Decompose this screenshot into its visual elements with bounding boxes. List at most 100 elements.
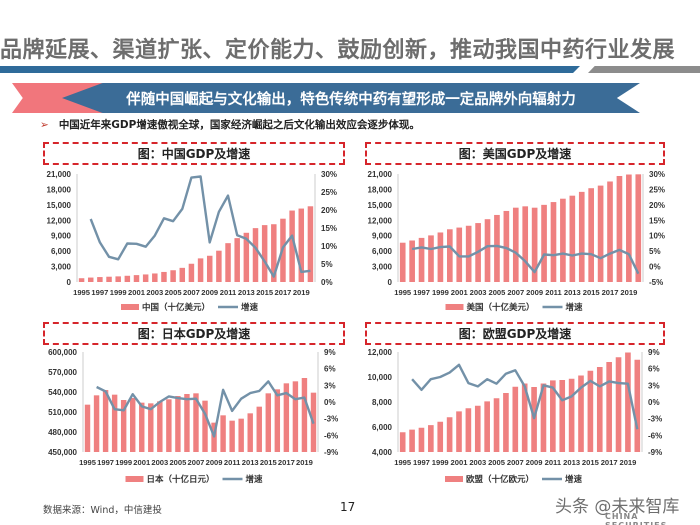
bar-1999 (437, 421, 444, 452)
x-tick-label: 2015 (582, 458, 600, 467)
chart-china-gdp: 0 3,000 6,000 9,000 12,000 15,000 18,000 21,000… (47, 170, 337, 312)
x-tick-label: 2001 (128, 288, 146, 297)
y2-tick-label: 20% (321, 206, 337, 215)
y2-tick-label: -3% (324, 415, 338, 424)
bar-2019 (298, 208, 305, 282)
y-tick-label: 6,000 (51, 247, 72, 256)
x-tick-label: 2015 (256, 288, 274, 297)
y-tick-label: 15,000 (368, 201, 393, 210)
bar-2008 (197, 258, 204, 282)
legend-bar-swatch (121, 304, 139, 310)
bar-2007 (512, 207, 519, 282)
bar-2005 (175, 396, 181, 452)
page-number: 17 (340, 500, 356, 514)
bar-2005 (494, 214, 500, 282)
legend-line-label: 增速 (246, 474, 264, 484)
x-tick-label: 2007 (507, 458, 524, 467)
title-underline-blue (0, 66, 580, 73)
bar-2019 (625, 352, 631, 452)
growth-line (411, 363, 639, 430)
x-tick-label: 2001 (451, 288, 469, 297)
y2-tick-label: 9% (324, 348, 336, 357)
x-tick-label: 2007 (188, 458, 205, 467)
bar-2012 (238, 418, 244, 452)
bar-2000 (446, 417, 453, 452)
bar-2019 (301, 378, 308, 452)
bar-2002 (465, 408, 472, 452)
y-tick-label: 450,000 (48, 448, 77, 457)
x-tick-label: 2011 (220, 288, 237, 297)
y2-tick-label: 3% (648, 381, 660, 390)
bullet-text: 中国近年来GDP增速傲视全球，国家经济崛起之后文化输出效应会逐步体现。 (58, 119, 420, 131)
x-tick-label: 2003 (470, 288, 487, 297)
y-tick-label: 12,000 (47, 216, 72, 225)
x-tick-label: 1995 (79, 458, 97, 467)
bar-2006 (503, 393, 509, 452)
x-tick-label: 2013 (238, 288, 255, 297)
bar-2017 (283, 383, 290, 452)
y2-tick-label: -9% (648, 448, 662, 457)
x-tick-label: 2007 (183, 288, 200, 297)
chart-title-eu: 图：欧盟GDP及增速 (365, 322, 665, 345)
bar-2003 (152, 273, 158, 282)
y-tick-label: 6,000 (372, 423, 393, 432)
x-tick-label: 2009 (201, 288, 218, 297)
bar-1995 (78, 278, 85, 282)
y-tick-label: 600,000 (48, 348, 77, 357)
bar-2018 (615, 357, 622, 452)
x-tick-label: 2005 (169, 458, 187, 467)
legend-line-label: 增速 (566, 302, 584, 312)
bar-1996 (93, 395, 100, 452)
bar-2011 (229, 420, 235, 452)
bar-2002 (142, 274, 149, 282)
bar-2008 (522, 206, 529, 282)
bar-2010 (540, 383, 547, 452)
bar-2007 (193, 393, 199, 452)
y-tick-label: 480,000 (48, 428, 77, 437)
bar-1997 (418, 427, 425, 452)
bar-2012 (560, 198, 566, 282)
bar-2018 (289, 210, 295, 282)
bar-2020 (634, 359, 641, 452)
bar-2017 (607, 181, 613, 282)
bar-2007 (188, 263, 195, 282)
bar-2006 (503, 210, 510, 282)
bar-2004 (484, 219, 491, 282)
bar-2015 (588, 188, 594, 282)
chart-eu-gdp: 4,000 6,000 8,000 10,000 12,000 -9% -6% -3% 0% 3%… (368, 348, 663, 484)
y2-tick-label: 0% (649, 263, 661, 272)
chart-title-us: 图：美国GDP及增速 (365, 142, 665, 165)
y2-tick-label: 5% (649, 247, 661, 256)
x-tick-label: 2009 (526, 288, 543, 297)
bar-2005 (170, 270, 176, 282)
y-tick-label: 540,000 (48, 388, 77, 397)
x-tick-label: 2013 (242, 458, 259, 467)
x-tick-label: 1997 (91, 288, 108, 297)
bar-1995 (399, 432, 406, 452)
bar-1995 (399, 242, 406, 282)
bar-2004 (166, 399, 172, 452)
bar-2019 (626, 174, 632, 282)
legend-line-label: 增速 (241, 302, 259, 312)
bar-1998 (428, 235, 434, 282)
y-tick-label: 4,000 (372, 448, 393, 457)
bar-2009 (531, 207, 538, 282)
bar-1999 (115, 276, 121, 282)
bar-2001 (456, 411, 462, 452)
growth-line (411, 244, 640, 275)
bar-2013 (568, 378, 575, 452)
x-tick-label: 2013 (563, 458, 580, 467)
bar-1996 (87, 277, 94, 282)
legend-bar-label: 日本（十亿日元） (147, 474, 215, 484)
x-tick-label: 2015 (260, 458, 278, 467)
y-tick-label: 9,000 (51, 232, 72, 241)
bar-2012 (559, 380, 566, 452)
y2-tick-label: 0% (324, 398, 336, 407)
x-tick-label: 1995 (73, 288, 91, 297)
bar-2008 (521, 383, 528, 452)
y2-tick-label: 30% (649, 170, 665, 179)
y-tick-label: 3,000 (51, 263, 72, 272)
bar-2016 (597, 185, 604, 282)
y2-tick-label: 30% (321, 170, 337, 179)
bar-1998 (106, 276, 112, 282)
